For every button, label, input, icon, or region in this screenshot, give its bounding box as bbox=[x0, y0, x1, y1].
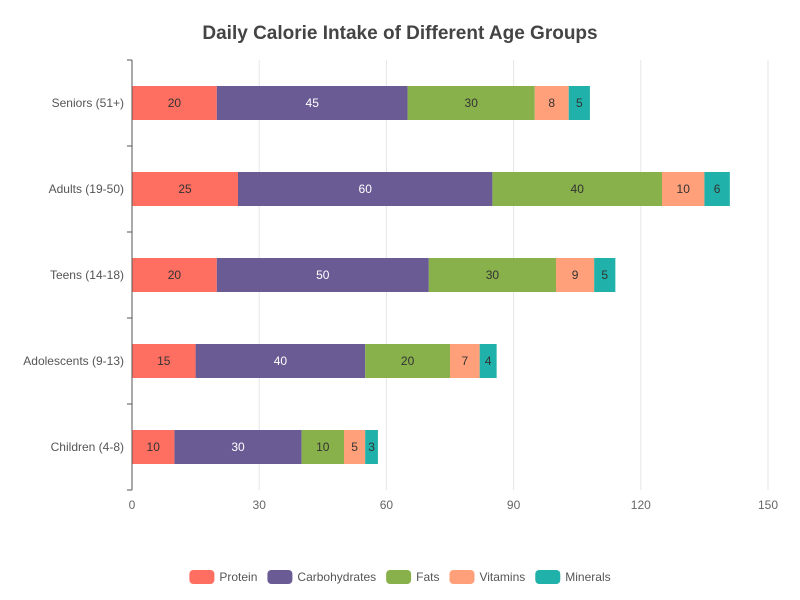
legend-label: Minerals bbox=[565, 570, 610, 584]
x-tick-label: 60 bbox=[380, 498, 394, 512]
bar-data-label: 8 bbox=[548, 96, 555, 110]
bar-segment[interactable] bbox=[365, 430, 378, 464]
legend-item[interactable]: Carbohydrates bbox=[267, 570, 376, 584]
bar-data-label: 20 bbox=[168, 268, 182, 282]
bar-segment[interactable] bbox=[216, 86, 408, 120]
legend-label: Fats bbox=[416, 570, 439, 584]
x-tick-label: 120 bbox=[631, 498, 651, 512]
y-category-label: Adolescents (9-13) bbox=[23, 354, 124, 368]
bar-segment[interactable] bbox=[407, 86, 535, 120]
legend-item[interactable]: Fats bbox=[386, 570, 439, 584]
y-category-label: Teens (14-18) bbox=[50, 268, 124, 282]
bar-segment[interactable] bbox=[556, 258, 595, 292]
bar-data-label: 9 bbox=[572, 268, 579, 282]
x-tick-label: 30 bbox=[253, 498, 267, 512]
legend-label: Protein bbox=[219, 570, 257, 584]
bar-data-label: 10 bbox=[147, 440, 161, 454]
legend-swatch bbox=[267, 570, 293, 584]
bar-data-label: 45 bbox=[306, 96, 320, 110]
bar-segment[interactable] bbox=[662, 172, 705, 206]
bar-data-label: 40 bbox=[571, 182, 585, 196]
legend-swatch bbox=[535, 570, 561, 584]
bar-data-label: 30 bbox=[231, 440, 245, 454]
legend-label: Vitamins bbox=[479, 570, 525, 584]
bar-segment[interactable] bbox=[428, 258, 556, 292]
bar-segment[interactable] bbox=[174, 430, 302, 464]
bar-segment[interactable] bbox=[365, 344, 450, 378]
legend[interactable]: Protein Carbohydrates Fats Vitamins Minerals bbox=[189, 570, 611, 584]
bar-data-label: 5 bbox=[576, 96, 583, 110]
legend-swatch bbox=[386, 570, 412, 584]
y-category-label: Seniors (51+) bbox=[52, 96, 124, 110]
bar-data-label: 50 bbox=[316, 268, 330, 282]
legend-item[interactable]: Vitamins bbox=[449, 570, 525, 584]
bar-segment[interactable] bbox=[132, 430, 175, 464]
x-tick-label: 150 bbox=[758, 498, 778, 512]
bar-segment[interactable] bbox=[450, 344, 480, 378]
bar-data-label: 15 bbox=[157, 354, 171, 368]
bar-data-label: 30 bbox=[486, 268, 500, 282]
bar-data-label: 4 bbox=[485, 354, 492, 368]
bar-segment[interactable] bbox=[301, 430, 344, 464]
bar-data-label: 5 bbox=[351, 440, 358, 454]
bar-segment[interactable] bbox=[704, 172, 730, 206]
bar-data-label: 40 bbox=[274, 354, 288, 368]
bar-data-label: 7 bbox=[461, 354, 468, 368]
bar-segment[interactable] bbox=[195, 344, 366, 378]
bar-segment[interactable] bbox=[479, 344, 497, 378]
bar-data-label: 3 bbox=[368, 440, 375, 454]
y-category-label: Children (4-8) bbox=[51, 440, 124, 454]
bar-segment[interactable] bbox=[132, 258, 217, 292]
bar-segment[interactable] bbox=[344, 430, 366, 464]
bar-segment[interactable] bbox=[132, 344, 196, 378]
bar-segment[interactable] bbox=[238, 172, 493, 206]
bar-segment[interactable] bbox=[594, 258, 616, 292]
bar-data-label: 30 bbox=[465, 96, 479, 110]
bar-segment[interactable] bbox=[132, 172, 238, 206]
bar-data-label: 60 bbox=[359, 182, 373, 196]
bar-data-label: 20 bbox=[401, 354, 415, 368]
bar-segment[interactable] bbox=[216, 258, 429, 292]
legend-item[interactable]: Protein bbox=[189, 570, 257, 584]
legend-label: Carbohydrates bbox=[297, 570, 376, 584]
chart-title: Daily Calorie Intake of Different Age Gr… bbox=[202, 23, 597, 44]
x-tick-label: 0 bbox=[129, 498, 136, 512]
legend-item[interactable]: Minerals bbox=[535, 570, 611, 584]
bar-data-label: 10 bbox=[677, 182, 691, 196]
bar-segment[interactable] bbox=[132, 86, 217, 120]
legend-swatch bbox=[449, 570, 475, 584]
bar-segment[interactable] bbox=[534, 86, 569, 120]
legend-swatch bbox=[189, 570, 215, 584]
bar-data-label: 5 bbox=[601, 268, 608, 282]
bar-segment[interactable] bbox=[568, 86, 590, 120]
y-category-label: Adults (19-50) bbox=[49, 182, 124, 196]
bar-data-label: 25 bbox=[178, 182, 192, 196]
bar-data-label: 6 bbox=[714, 182, 721, 196]
bar-segment[interactable] bbox=[492, 172, 662, 206]
bar-data-label: 20 bbox=[168, 96, 182, 110]
x-tick-label: 90 bbox=[507, 498, 521, 512]
bars: 10 30 10 5 315 40 20 7 420 50 30 9 525 60 40 10 620 45 30 8… bbox=[132, 86, 730, 464]
bar-data-label: 10 bbox=[316, 440, 330, 454]
axes: 0 30 60 90 120 150 Children (4-8) Adolescents (… bbox=[23, 59, 778, 512]
